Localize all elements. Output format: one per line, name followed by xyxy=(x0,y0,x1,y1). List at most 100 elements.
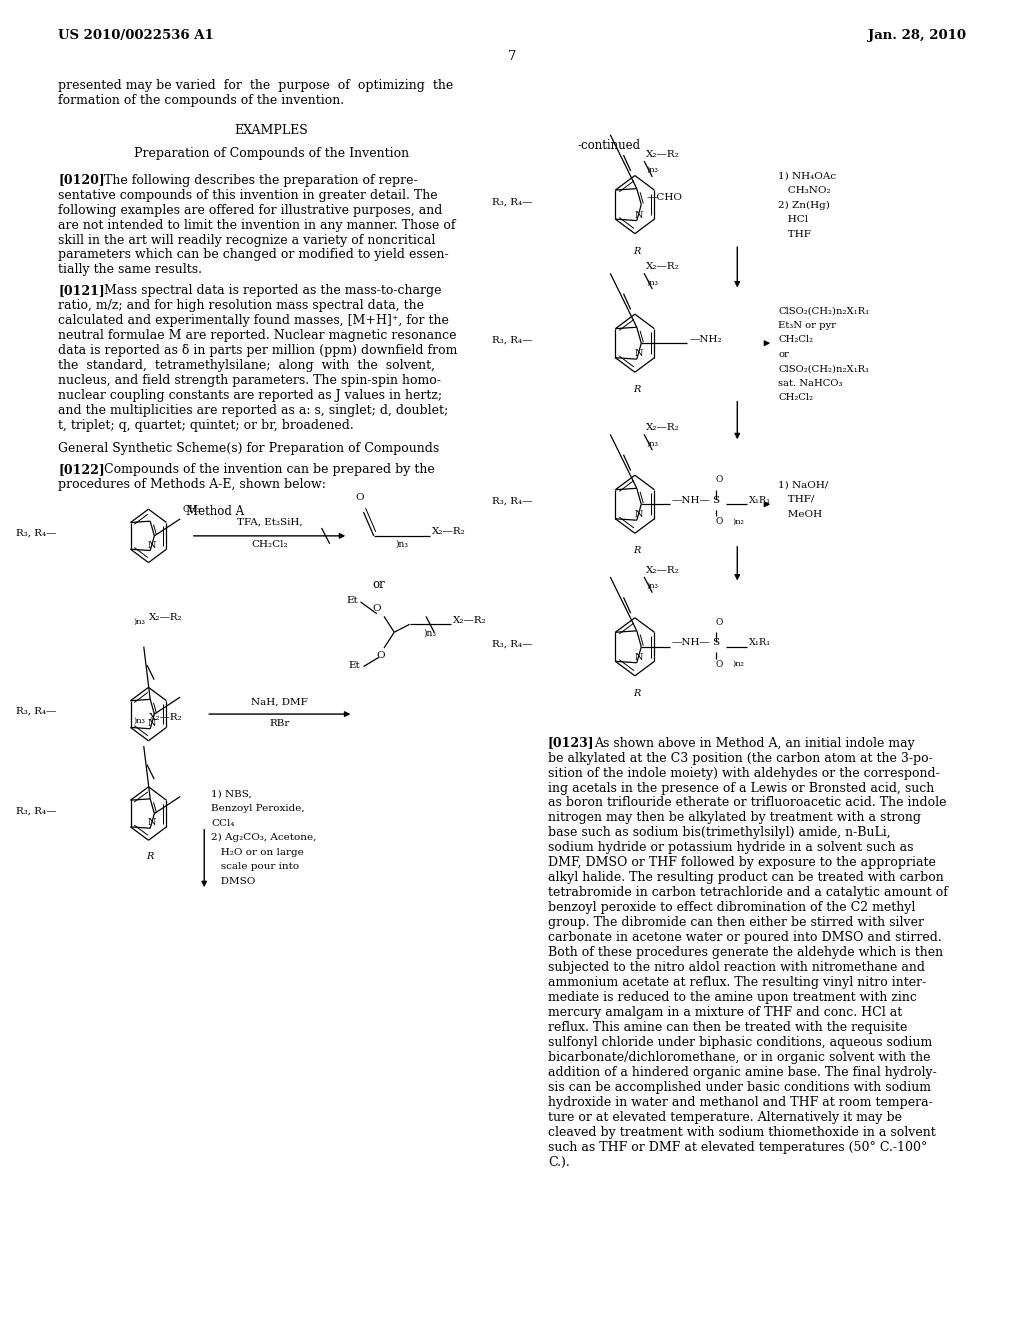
Text: R: R xyxy=(633,385,640,395)
Text: O: O xyxy=(716,660,723,669)
Text: R: R xyxy=(633,546,640,556)
Text: addition of a hindered organic amine base. The final hydroly-: addition of a hindered organic amine bas… xyxy=(548,1067,937,1080)
Text: )n₃: )n₃ xyxy=(646,582,658,590)
Text: tetrabromide in carbon tetrachloride and a catalytic amount of: tetrabromide in carbon tetrachloride and… xyxy=(548,887,948,899)
Text: 1) NH₄OAc: 1) NH₄OAc xyxy=(778,172,837,181)
Text: be alkylated at the C3 position (the carbon atom at the 3-po-: be alkylated at the C3 position (the car… xyxy=(548,751,933,764)
Text: )n₃: )n₃ xyxy=(133,717,145,725)
Text: Jan. 28, 2010: Jan. 28, 2010 xyxy=(867,29,966,42)
Text: sentative compounds of this invention in greater detail. The: sentative compounds of this invention in… xyxy=(58,189,438,202)
Text: CH₂Cl₂: CH₂Cl₂ xyxy=(778,393,813,403)
Text: X₂—R₂: X₂—R₂ xyxy=(646,150,680,158)
Text: TFA, Et₃SiH,: TFA, Et₃SiH, xyxy=(237,517,302,527)
Text: Mass spectral data is reported as the mass-to-charge: Mass spectral data is reported as the ma… xyxy=(104,284,442,297)
Text: C.).: C.). xyxy=(548,1156,569,1170)
Text: alkyl halide. The resulting product can be treated with carbon: alkyl halide. The resulting product can … xyxy=(548,871,943,884)
Text: THF/: THF/ xyxy=(778,495,815,504)
Text: following examples are offered for illustrative purposes, and: following examples are offered for illus… xyxy=(58,203,442,216)
Text: the  standard,  tetramethylsilane;  along  with  the  solvent,: the standard, tetramethylsilane; along w… xyxy=(58,359,435,372)
Text: or: or xyxy=(778,350,790,359)
Text: N: N xyxy=(148,818,157,828)
Text: X₂—R₂: X₂—R₂ xyxy=(432,528,466,536)
Text: )n₃: )n₃ xyxy=(424,628,436,638)
Text: X₂—R₂: X₂—R₂ xyxy=(453,616,486,624)
Text: subjected to the nitro aldol reaction with nitromethane and: subjected to the nitro aldol reaction wi… xyxy=(548,961,925,974)
Text: ratio, m/z; and for high resolution mass spectral data, the: ratio, m/z; and for high resolution mass… xyxy=(58,300,424,313)
Text: sulfonyl chloride under biphasic conditions, aqueous sodium: sulfonyl chloride under biphasic conditi… xyxy=(548,1036,932,1049)
Text: ClSO₂(CH₂)n₂X₁R₁: ClSO₂(CH₂)n₂X₁R₁ xyxy=(778,364,869,374)
Text: X₂—R₂: X₂—R₂ xyxy=(148,612,182,622)
Text: X₂—R₂: X₂—R₂ xyxy=(148,713,182,722)
Text: RBr: RBr xyxy=(269,718,290,727)
Text: R: R xyxy=(633,689,640,698)
Text: reflux. This amine can then be treated with the requisite: reflux. This amine can then be treated w… xyxy=(548,1022,907,1034)
Text: S: S xyxy=(713,639,720,647)
Text: presented may be varied  for  the  purpose  of  optimizing  the: presented may be varied for the purpose … xyxy=(58,79,454,92)
Text: )n₃: )n₃ xyxy=(646,166,658,174)
Text: nitrogen may then be alkylated by treatment with a strong: nitrogen may then be alkylated by treatm… xyxy=(548,812,921,825)
Text: The following describes the preparation of repre-: The following describes the preparation … xyxy=(104,174,418,186)
Text: R₃, R₄—: R₃, R₄— xyxy=(492,640,532,648)
Text: Method A: Method A xyxy=(186,504,244,517)
Text: ammonium acetate at reflux. The resulting vinyl nitro inter-: ammonium acetate at reflux. The resultin… xyxy=(548,977,926,989)
Text: 2) Ag₂CO₃, Acetone,: 2) Ag₂CO₃, Acetone, xyxy=(211,833,316,842)
Text: X₂—R₂: X₂—R₂ xyxy=(646,424,680,432)
Text: R₃, R₄—: R₃, R₄— xyxy=(15,807,56,816)
Text: As shown above in Method A, an initial indole may: As shown above in Method A, an initial i… xyxy=(594,737,914,750)
Text: CH₂Cl₂: CH₂Cl₂ xyxy=(778,335,813,345)
Text: US 2010/0022536 A1: US 2010/0022536 A1 xyxy=(58,29,214,42)
Text: ClSO₂(CH₂)n₂X₁R₁: ClSO₂(CH₂)n₂X₁R₁ xyxy=(778,306,869,315)
Text: parameters which can be changed or modified to yield essen-: parameters which can be changed or modif… xyxy=(58,248,449,261)
Text: bicarbonate/dichloromethane, or in organic solvent with the: bicarbonate/dichloromethane, or in organ… xyxy=(548,1051,931,1064)
Text: R₃, R₄—: R₃, R₄— xyxy=(15,708,56,715)
Text: sat. NaHCO₃: sat. NaHCO₃ xyxy=(778,379,843,388)
Text: O: O xyxy=(716,618,723,627)
Text: Benzoyl Peroxide,: Benzoyl Peroxide, xyxy=(211,804,305,813)
Text: EXAMPLES: EXAMPLES xyxy=(234,124,308,137)
Text: X₂—R₂: X₂—R₂ xyxy=(646,263,680,271)
Text: )n₂: )n₂ xyxy=(732,660,744,668)
Text: R: R xyxy=(633,247,640,256)
Text: N: N xyxy=(635,350,643,359)
Text: DMSO: DMSO xyxy=(211,876,256,886)
Text: Et: Et xyxy=(349,661,360,669)
Text: S: S xyxy=(713,496,720,504)
Text: X₁R₁: X₁R₁ xyxy=(749,496,771,504)
Text: )n₂: )n₂ xyxy=(732,517,744,525)
Text: ing acetals in the presence of a Lewis or Bronsted acid, such: ing acetals in the presence of a Lewis o… xyxy=(548,781,934,795)
Text: sis can be accomplished under basic conditions with sodium: sis can be accomplished under basic cond… xyxy=(548,1081,931,1094)
Text: —CHO: —CHO xyxy=(646,194,682,202)
Text: sition of the indole moiety) with aldehydes or the correspond-: sition of the indole moiety) with aldehy… xyxy=(548,767,940,780)
Text: N: N xyxy=(635,653,643,663)
Text: [0120]: [0120] xyxy=(58,174,105,186)
Text: )n₃: )n₃ xyxy=(133,618,145,626)
Text: hydroxide in water and methanol and THF at room tempera-: hydroxide in water and methanol and THF … xyxy=(548,1096,933,1109)
Text: )n₃: )n₃ xyxy=(646,279,658,286)
Text: THF: THF xyxy=(778,230,811,239)
Text: CH₃NO₂: CH₃NO₂ xyxy=(778,186,830,195)
Text: skill in the art will readily recognize a variety of noncritical: skill in the art will readily recognize … xyxy=(58,234,436,247)
Text: N: N xyxy=(148,719,157,729)
Text: 7: 7 xyxy=(508,50,516,63)
Text: Preparation of Compounds of the Invention: Preparation of Compounds of the Inventio… xyxy=(134,147,409,160)
Text: nucleus, and field strength parameters. The spin-spin homo-: nucleus, and field strength parameters. … xyxy=(58,375,441,387)
Text: calculated and experimentally found masses, [M+H]⁺, for the: calculated and experimentally found mass… xyxy=(58,314,450,327)
Text: nuclear coupling constants are reported as J values in hertz;: nuclear coupling constants are reported … xyxy=(58,389,442,403)
Text: neutral formulae M are reported. Nuclear magnetic resonance: neutral formulae M are reported. Nuclear… xyxy=(58,330,457,342)
Text: t, triplet; q, quartet; quintet; or br, broadened.: t, triplet; q, quartet; quintet; or br, … xyxy=(58,420,354,432)
Text: scale pour into: scale pour into xyxy=(211,862,299,871)
Text: cleaved by treatment with sodium thiomethoxide in a solvent: cleaved by treatment with sodium thiomet… xyxy=(548,1126,936,1139)
Text: or: or xyxy=(373,578,385,591)
Text: O: O xyxy=(377,651,385,660)
Text: data is reported as δ in parts per million (ppm) downfield from: data is reported as δ in parts per milli… xyxy=(58,345,458,358)
Text: NaH, DMF: NaH, DMF xyxy=(252,697,308,706)
Text: Et₃N or pyr: Et₃N or pyr xyxy=(778,321,837,330)
Text: O: O xyxy=(373,605,381,612)
Text: —NH₂: —NH₂ xyxy=(689,335,722,343)
Text: N: N xyxy=(635,511,643,520)
Text: sodium hydride or potassium hydride in a solvent such as: sodium hydride or potassium hydride in a… xyxy=(548,841,913,854)
Text: )n₃: )n₃ xyxy=(646,440,658,447)
Text: 1) NaOH/: 1) NaOH/ xyxy=(778,480,828,490)
Text: CCl₄: CCl₄ xyxy=(211,818,234,828)
Text: benzoyl peroxide to effect dibromination of the C2 methyl: benzoyl peroxide to effect dibromination… xyxy=(548,902,915,915)
